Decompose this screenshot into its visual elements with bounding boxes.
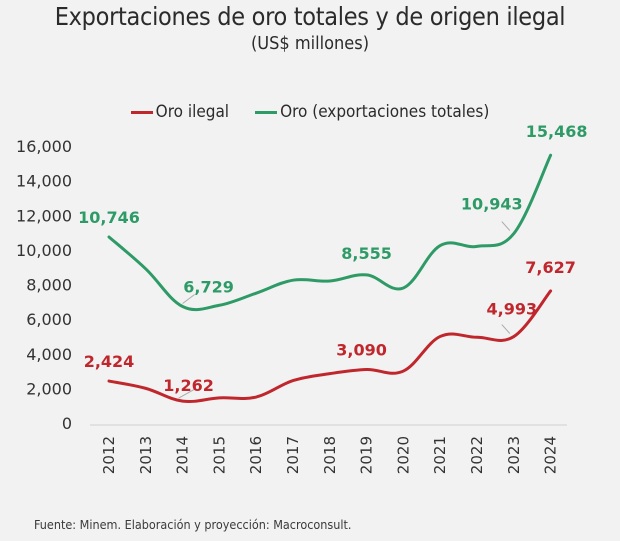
x-tick-label: 2018 xyxy=(321,436,339,474)
data-label-oro-ilegal: 1,262 xyxy=(163,376,214,395)
chart-title: Exportaciones de oro totales y de origen… xyxy=(54,2,566,31)
series-line-oro-total xyxy=(107,153,553,312)
data-label-oro-ilegal: 3,090 xyxy=(336,341,387,360)
legend-item-oro-ilegal: Oro ilegal xyxy=(130,102,230,122)
legend-swatch-oro-total xyxy=(255,110,278,114)
y-tick-label: 8,000 xyxy=(26,276,72,295)
x-tick-label: 2023 xyxy=(505,436,523,474)
x-tick-label: 2015 xyxy=(210,436,228,474)
data-label-oro-total: 6,729 xyxy=(183,278,234,297)
label-leader-line xyxy=(501,221,511,231)
data-label-oro-ilegal: 4,993 xyxy=(486,300,537,319)
legend-item-oro-total: Oro (exportaciones totales) xyxy=(255,102,489,122)
data-label-oro-ilegal: 2,424 xyxy=(84,352,135,371)
x-tick-label: 2017 xyxy=(284,436,302,474)
y-tick-label: 10,000 xyxy=(16,241,72,260)
legend: Oro ilegal Oro (exportaciones totales) xyxy=(0,102,620,122)
x-tick-label: 2019 xyxy=(358,436,376,474)
label-leader-line xyxy=(178,388,195,399)
y-tick-label: 14,000 xyxy=(16,172,72,191)
y-tick-label: 6,000 xyxy=(26,310,72,329)
data-label-oro-total: 10,943 xyxy=(461,195,523,214)
x-tick-label: 2016 xyxy=(247,436,265,474)
y-tick-label: 2,000 xyxy=(26,379,72,398)
x-tick-label: 2020 xyxy=(394,436,412,474)
legend-label-oro-total: Oro (exportaciones totales) xyxy=(280,102,490,122)
legend-swatch-oro-ilegal xyxy=(130,110,153,114)
y-tick-label: 12,000 xyxy=(16,206,72,225)
y-tick-label: 4,000 xyxy=(26,345,72,364)
data-label-oro-ilegal: 7,627 xyxy=(525,258,576,277)
data-label-oro-total: 10,746 xyxy=(78,208,140,227)
legend-label-oro-ilegal: Oro ilegal xyxy=(155,102,230,122)
x-tick-label: 2013 xyxy=(137,436,155,474)
data-label-oro-total: 15,468 xyxy=(526,122,588,141)
label-leader-line xyxy=(501,324,511,334)
y-tick-label: 0 xyxy=(62,414,72,433)
chart-subtitle: (US$ millones) xyxy=(250,33,370,54)
data-label-oro-total: 8,555 xyxy=(341,244,392,263)
x-tick-label: 2024 xyxy=(542,436,560,474)
x-tick-label: 2012 xyxy=(100,436,118,474)
x-tick-label: 2021 xyxy=(431,436,449,474)
y-tick-label: 16,000 xyxy=(16,137,72,156)
label-leader-line xyxy=(182,294,195,304)
series-line-oro-ilegal xyxy=(107,289,553,404)
source-note: Fuente: Minem. Elaboración y proyección:… xyxy=(34,517,352,532)
x-tick-label: 2014 xyxy=(174,436,192,474)
x-tick-label: 2022 xyxy=(468,436,486,474)
